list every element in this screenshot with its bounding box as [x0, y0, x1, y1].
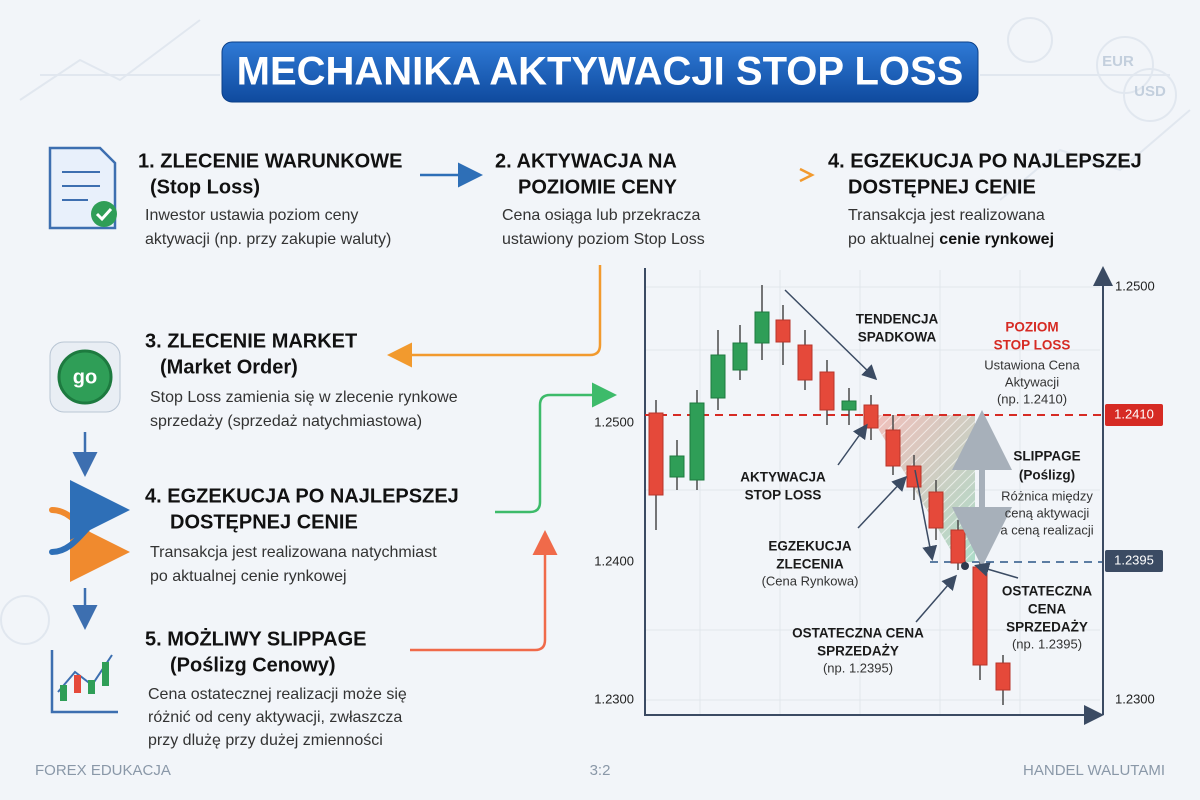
chart-annotation: ZLECENIA — [776, 557, 844, 572]
candle-body — [648, 412, 664, 496]
step-subtitle: (Market Order) — [160, 356, 298, 378]
coin-label: USD — [1134, 83, 1166, 100]
chart-annotation: OSTATECZNA CENA — [792, 626, 924, 641]
step-text: po aktualnej cenie rynkowej — [150, 568, 347, 585]
chart-annotation: SPRZEDAŻY — [817, 644, 899, 659]
footer-center: 3:2 — [590, 762, 611, 779]
step-title: 3. ZLECENIE MARKET — [145, 330, 357, 352]
y-tick-label: 1.2400 — [594, 553, 634, 568]
title: MECHANIKA AKTYWACJI STOP LOSS — [237, 50, 964, 94]
level-box — [1105, 404, 1163, 426]
step-text: Stop Loss zamienia się w zlecenie rynkow… — [150, 389, 458, 406]
step-text: aktywacji (np. przy zakupie waluty) — [145, 231, 391, 248]
step-text: Cena ostatecznej realizacji może się — [148, 686, 407, 703]
candle-body — [972, 566, 988, 666]
candle-body — [906, 465, 922, 488]
candle-body — [732, 342, 748, 371]
step-text: sprzedaży (sprzedaż natychmiastowa) — [150, 413, 422, 430]
candle-body — [754, 311, 770, 344]
candle-body — [669, 455, 685, 478]
chart-icon — [50, 650, 118, 714]
step-text: przy dlużę przy dużej zmienności — [148, 732, 383, 749]
step-text: ustawiony poziom Stop Loss — [502, 231, 705, 248]
flow-arrows — [387, 162, 815, 652]
chart-annotation: Ustawiona Cena — [984, 357, 1080, 372]
y2-tick-label: 1.2300 — [1115, 691, 1155, 706]
footer-right: HANDEL WALUTAMI — [1023, 762, 1165, 779]
chart-annotation: CENA — [1028, 602, 1067, 617]
candle-body — [995, 662, 1011, 691]
chart-annotation: (np. 1.2395) — [1012, 636, 1082, 651]
level-label: 1.2395 — [1114, 552, 1154, 567]
step-title: 5. MOŻLIWY SLIPPAGE — [145, 627, 367, 650]
step-text-emphasis: cenie rynkowej — [939, 231, 1054, 248]
chart-annotation: (np. 1.2410) — [997, 391, 1067, 406]
execution-point — [961, 562, 969, 570]
coin-label: EUR — [1102, 53, 1134, 70]
step-text: Cena osiąga lub przekracza — [502, 207, 700, 224]
candle-body — [950, 529, 966, 564]
step-text: różnić od ceny aktywacji, zwłaszcza — [148, 709, 402, 726]
chart-annotation: TENDENCJA — [856, 312, 939, 327]
chart-annotation: SPADKOWA — [858, 330, 937, 345]
chart-annotation: a ceną realizacji — [1000, 522, 1093, 537]
candle-body — [863, 404, 879, 429]
candle-body — [819, 371, 835, 411]
candle-body — [841, 400, 857, 411]
step-title: 4. EGZEKUCJA PO NAJLEPSZEJ — [828, 150, 1142, 172]
grid — [645, 270, 1100, 715]
step-subtitle: DOSTĘPNEJ CENIE — [170, 511, 358, 533]
y2-tick-label: 1.2500 — [1115, 278, 1155, 293]
step-text: Transakcja jest realizowana natychmiast — [150, 544, 437, 561]
step-text: Transakcja jest realizowana — [848, 207, 1045, 224]
candle-body — [710, 354, 726, 399]
chart-annotation: AKTYWACJA — [740, 470, 826, 485]
step-text: Inwestor ustawia poziom ceny — [145, 207, 358, 224]
chart-annotation: STOP LOSS — [745, 488, 822, 503]
step-text: po aktualnej cenie rynkowej — [848, 231, 1054, 248]
chart-annotation: Różnica między — [1001, 488, 1093, 503]
chart-annotation: (Cena Rynkowa) — [762, 573, 859, 588]
chart-annotation: (np. 1.2395) — [823, 660, 893, 675]
axis — [644, 268, 1104, 725]
candle-body — [928, 491, 944, 529]
step-subtitle: POZIOMIE CENY — [518, 176, 678, 198]
chart-annotation: ceną aktywacji — [1005, 505, 1090, 520]
title-banner — [221, 41, 979, 103]
icon-label: go — [73, 366, 97, 388]
chart-annotation: (Poślizg) — [1019, 468, 1075, 483]
footer-left: FOREX EDUKACJA — [35, 762, 171, 779]
chart-annotation: EGZEKUCJA — [768, 539, 852, 554]
candle-body — [775, 319, 791, 343]
y-tick-label: 1.2300 — [594, 691, 634, 706]
chart-annotation: POZIOM — [1005, 320, 1058, 335]
shuffle-icon — [49, 480, 130, 582]
price-chart — [644, 266, 1163, 725]
annotation-arrows — [784, 289, 1019, 623]
step-title: 4. EGZEKUCJA PO NAJLEPSZEJ — [145, 485, 459, 507]
candle-body — [885, 429, 901, 467]
step-title: 1. ZLECENIE WARUNKOWE — [138, 150, 402, 172]
step-subtitle: DOSTĘPNEJ CENIE — [848, 176, 1036, 198]
background-decor — [0, 17, 1191, 645]
chart-annotation: SLIPPAGE — [1013, 449, 1080, 464]
candle-body — [797, 344, 813, 381]
y-tick-label: 1.2500 — [594, 414, 634, 429]
candle-body — [689, 402, 705, 481]
chart-annotation: STOP LOSS — [994, 338, 1071, 353]
candles — [648, 285, 1011, 705]
go-icon — [49, 341, 121, 413]
level-box — [1105, 550, 1163, 572]
step-title: 2. AKTYWACJA NA — [495, 150, 677, 172]
step-subtitle: (Stop Loss) — [150, 176, 260, 198]
chart-annotation: OSTATECZNA — [1002, 584, 1092, 599]
step-subtitle: (Poślizg Cenowy) — [170, 654, 336, 676]
document-icon — [48, 146, 117, 230]
chart-annotation: SPRZEDAŻY — [1006, 620, 1088, 635]
chart-annotation: Aktywacji — [1005, 374, 1059, 389]
level-label: 1.2410 — [1114, 406, 1154, 421]
